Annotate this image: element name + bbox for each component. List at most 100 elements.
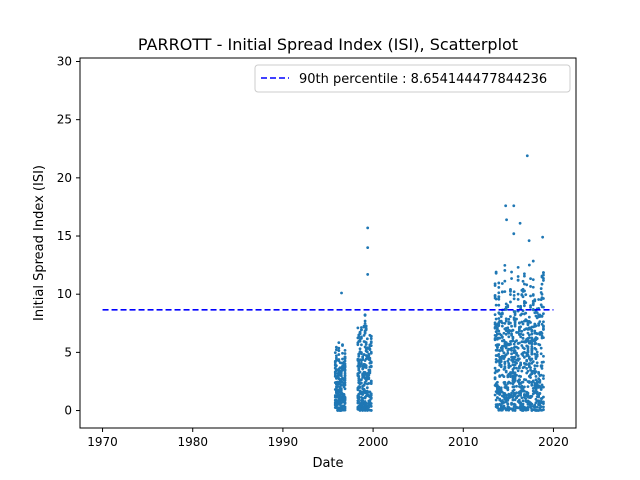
scatter-point (503, 366, 507, 370)
scatter-point (540, 315, 544, 318)
scatter-point (368, 356, 372, 360)
scatter-point (357, 335, 361, 339)
scatter-point (526, 405, 530, 409)
scatter-point (531, 302, 535, 305)
scatter-point (343, 369, 347, 373)
scatter-point (340, 291, 343, 295)
scatter-point (339, 388, 343, 392)
scatter-point (494, 297, 498, 301)
scatter-point (343, 359, 347, 363)
scatter-point (531, 293, 535, 297)
scatter-point (341, 368, 344, 372)
scatter-point (369, 404, 373, 408)
scatter-point (334, 364, 338, 368)
scatter-point (499, 360, 503, 364)
scatter-point (505, 218, 508, 222)
scatter-point (504, 344, 508, 348)
scatter-point (516, 394, 520, 398)
scatter-point (337, 396, 341, 400)
scatter-point (526, 393, 530, 397)
scatter-point (364, 401, 368, 405)
scatter-point (334, 354, 338, 358)
scatter-point (337, 346, 341, 350)
scatter-point (502, 344, 506, 348)
scatter-point (334, 376, 338, 380)
scatter-point (529, 321, 532, 324)
scatter-point (364, 324, 368, 328)
scatter-point (503, 322, 507, 325)
scatter-point (334, 345, 338, 349)
scatter-point (530, 329, 534, 333)
scatter-point (506, 326, 510, 330)
scatter-point (522, 282, 526, 286)
scatter-point (357, 400, 361, 404)
scatter-point (510, 324, 513, 328)
scatter-point (500, 354, 504, 358)
scatter-point (519, 392, 523, 395)
scatter-point (540, 366, 544, 370)
scatter-point (337, 349, 341, 353)
scatter-point (527, 362, 531, 365)
scatter-point (537, 395, 541, 399)
scatter-point (522, 289, 526, 293)
scatter-point (361, 393, 365, 396)
scatter-point (509, 300, 512, 304)
scatter-point (513, 398, 517, 402)
scatter-point (503, 279, 507, 283)
scatter-point (367, 353, 371, 357)
scatter-point (530, 357, 534, 361)
x-axis-label: Date (312, 456, 343, 471)
scatter-point (369, 402, 373, 405)
scatter-point (511, 409, 515, 412)
scatter-point (506, 388, 510, 392)
scatter-point (517, 327, 521, 331)
scatter-point (503, 268, 507, 272)
scatter-point (522, 365, 526, 369)
scatter-point (533, 367, 537, 371)
scatter-point (530, 348, 534, 352)
scatter-point (512, 342, 516, 346)
scatter-point (493, 377, 497, 381)
scatter-point (531, 308, 535, 312)
scatter-point (493, 321, 497, 325)
scatter-point (515, 373, 518, 377)
scatter-point (509, 342, 512, 346)
scatter-point (369, 393, 373, 397)
scatter-point (356, 326, 360, 330)
scatter-point (519, 325, 523, 329)
scatter-point (509, 375, 512, 378)
scatter-point (538, 403, 542, 407)
scatter-point (503, 263, 507, 267)
scatter-point (498, 336, 502, 340)
scatter-point (500, 282, 504, 285)
y-tick-label: 10 (57, 287, 72, 301)
scatter-point (337, 341, 341, 344)
scatter-point (504, 332, 508, 336)
scatter-point (357, 354, 361, 358)
scatter-point (337, 353, 341, 356)
scatter-point (509, 364, 512, 368)
scatter-point (542, 405, 545, 409)
scatter-point (542, 325, 545, 329)
scatter-point (366, 273, 370, 276)
scatter-point (522, 274, 526, 278)
scatter-point (515, 351, 518, 355)
scatter-point (542, 273, 545, 277)
scatter-point (542, 395, 545, 399)
scatter-point (363, 319, 367, 323)
scatter-point (343, 401, 347, 404)
scatter-point (497, 353, 501, 356)
scatter-point (367, 376, 371, 380)
scatter-point (504, 384, 508, 387)
scatter-point (369, 365, 373, 369)
scatter-point (517, 357, 521, 361)
plot-area (102, 154, 554, 412)
plot-frame (79, 57, 577, 429)
scatter-point (522, 304, 526, 308)
y-axis: 0 5 10 15 20 25 30 (57, 54, 80, 418)
scatter-point (500, 321, 504, 325)
scatter-point (368, 371, 372, 375)
scatter-point (493, 366, 497, 370)
scatter-point (542, 385, 545, 389)
scatter-point (539, 352, 543, 356)
